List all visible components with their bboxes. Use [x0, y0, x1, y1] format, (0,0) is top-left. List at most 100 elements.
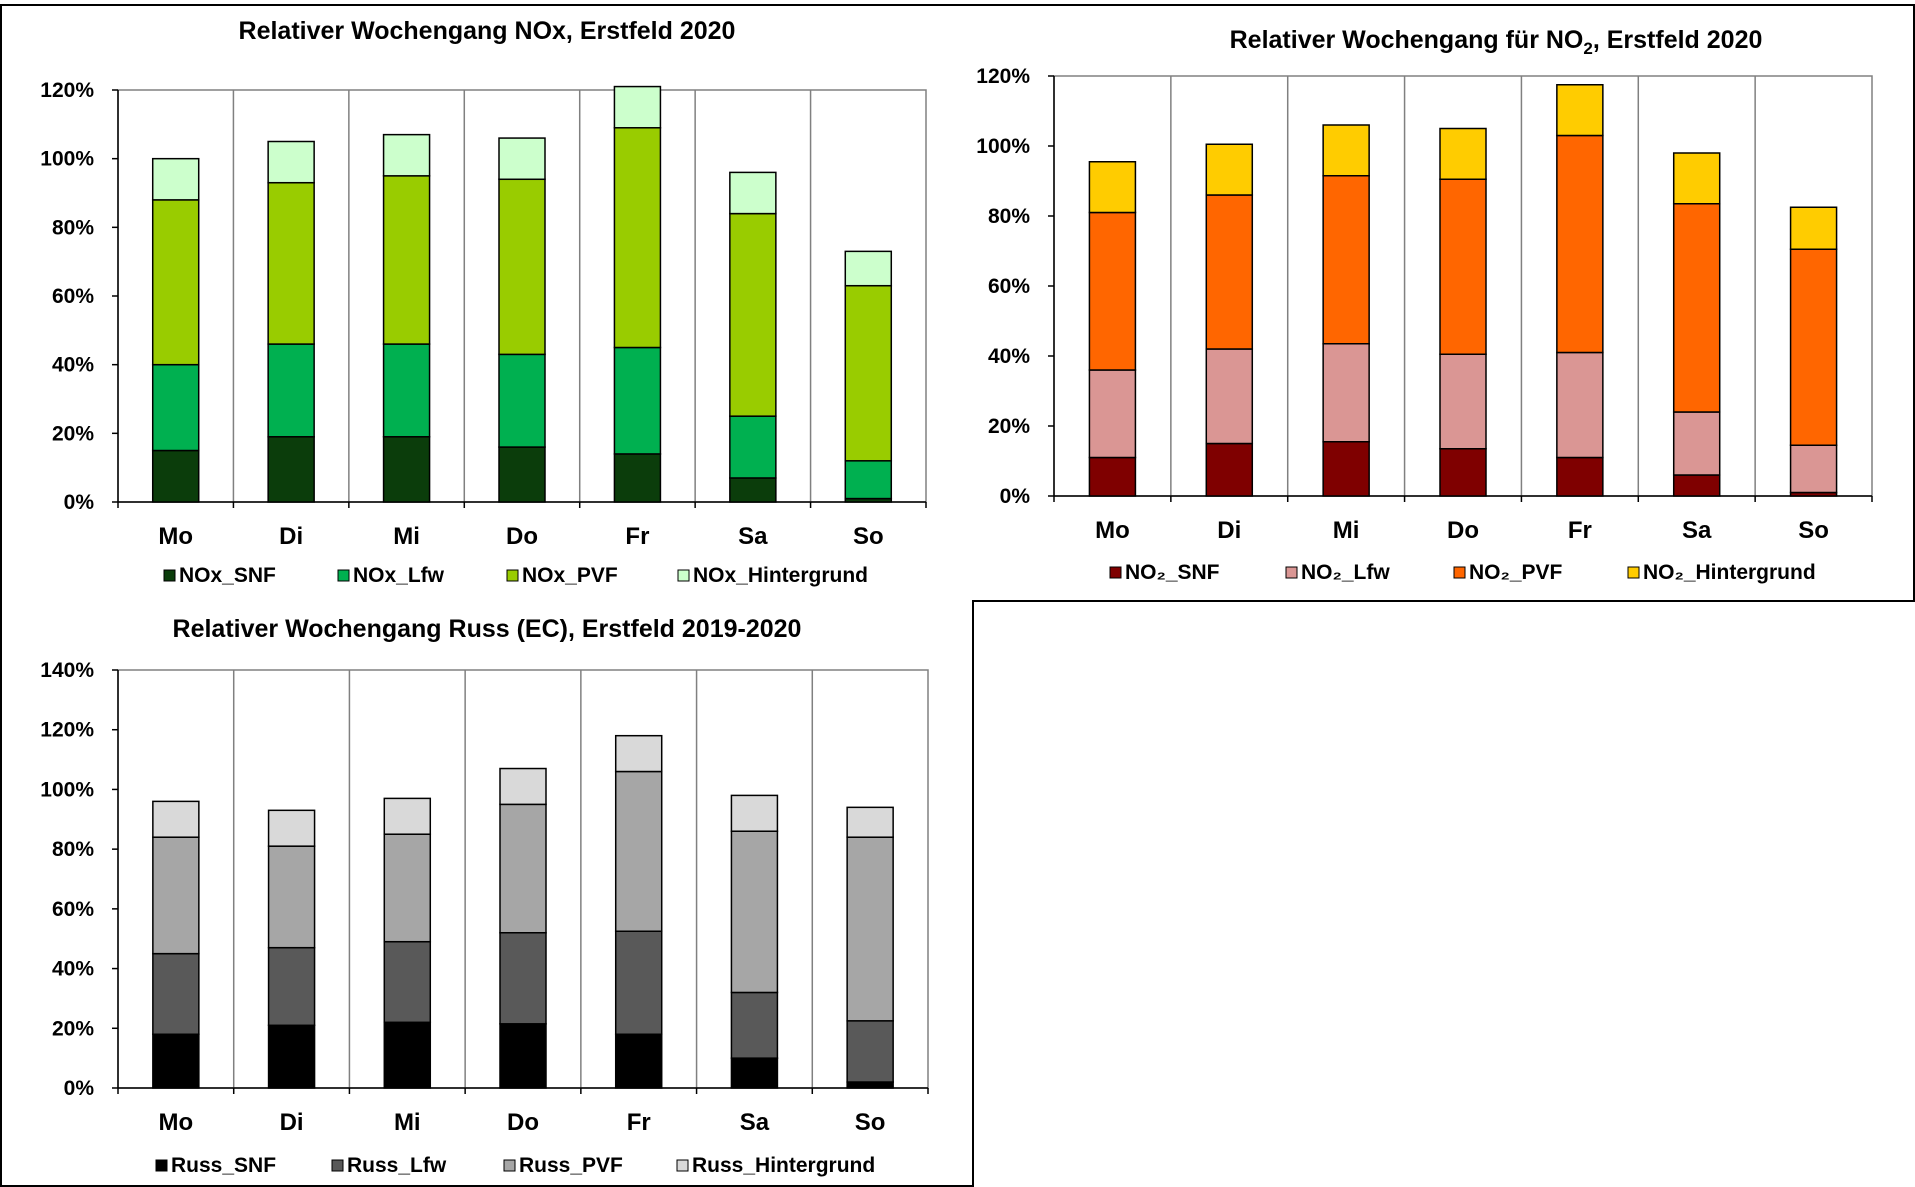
bar-segment [1439, 448, 1487, 497]
bar-segment [499, 1023, 547, 1089]
y-tick-label: 60% [52, 285, 94, 308]
bar-segment [844, 284, 893, 462]
bar-segment [844, 460, 893, 500]
bar-segment [1556, 351, 1604, 459]
legend-label: NOx_SNF [179, 564, 276, 587]
bar-segment [1789, 248, 1838, 446]
y-tick-label: 60% [52, 898, 94, 921]
bar-segment [499, 931, 547, 1025]
legend-label: NO₂_PVF [1469, 561, 1563, 584]
y-tick-label: 20% [988, 415, 1030, 438]
bar-segment [729, 477, 777, 503]
legend-swatch [676, 1159, 689, 1172]
bar-segment [267, 845, 316, 949]
bar-segment [1672, 203, 1721, 413]
y-tick-label: 40% [988, 345, 1030, 368]
legend-swatch [506, 569, 519, 582]
legend-swatch [677, 569, 690, 582]
bar-segment [1322, 124, 1370, 177]
x-category-label: Mo [159, 1109, 194, 1136]
x-category-label: Fr [625, 523, 649, 550]
legend-label: Russ_PVF [519, 1154, 623, 1177]
x-category-label: So [1798, 517, 1829, 544]
legend-swatch [503, 1159, 516, 1172]
y-tick-label: 100% [976, 135, 1030, 158]
bar-segment [613, 346, 662, 455]
bar-segment [1672, 411, 1721, 476]
y-tick-label: 80% [52, 838, 94, 861]
bar-segment [152, 952, 200, 1036]
bar-segment [1439, 178, 1487, 355]
bar-segment [382, 343, 431, 438]
legend-swatch [331, 1159, 344, 1172]
y-tick-label: 120% [976, 65, 1030, 88]
x-category-label: Di [1217, 517, 1241, 544]
legend-label: NO₂_SNF [1125, 561, 1220, 584]
y-tick-label: 0% [64, 491, 95, 514]
y-tick-label: 20% [52, 422, 94, 445]
bar-segment [1789, 444, 1838, 494]
legend-swatch [163, 569, 176, 582]
bar-segment [382, 175, 431, 345]
bar-segment [1556, 456, 1604, 497]
bar-segment [846, 1020, 894, 1083]
bar-segment [729, 415, 777, 479]
bar-segment [151, 199, 200, 366]
bar-segment [846, 836, 894, 1022]
legend-label: Russ_SNF [171, 1154, 276, 1177]
bar-segment [1556, 84, 1604, 137]
bar-segment [613, 127, 662, 349]
bar-segment [730, 794, 779, 832]
x-category-label: Mo [1095, 517, 1130, 544]
y-tick-label: 100% [40, 148, 94, 171]
no2-chart-panel: Relativer Wochengang für NO2, Erstfeld 2… [972, 4, 1915, 602]
no2-chart: Relativer Wochengang für NO2, Erstfeld 2… [976, 26, 1873, 584]
y-tick-label: 140% [40, 659, 94, 682]
x-category-label: Mi [393, 523, 420, 550]
bar-segment [498, 446, 546, 503]
y-tick-label: 20% [52, 1017, 94, 1040]
bar-segment [152, 800, 200, 838]
bar-segment [382, 133, 431, 177]
bar-segment [498, 137, 546, 181]
legend-label: NO₂_Hintergrund [1643, 561, 1816, 584]
bar-segment [614, 1033, 663, 1089]
bar-segment [267, 809, 316, 847]
y-tick-label: 80% [52, 216, 94, 239]
russ-chart-panel: Relativer Wochengang Russ (EC), Erstfeld… [0, 600, 974, 1187]
bar-segment [1322, 441, 1370, 497]
x-category-label: Sa [740, 1109, 770, 1136]
legend-swatch [1285, 566, 1298, 579]
bar-segment [152, 1033, 200, 1089]
legend-label: NOx_Hintergrund [693, 564, 868, 587]
bar-segment [152, 836, 200, 955]
bar-segment [1205, 442, 1254, 497]
y-tick-label: 60% [988, 275, 1030, 298]
bar-segment [1088, 211, 1137, 371]
bar-segment [267, 946, 316, 1027]
y-tick-label: 0% [64, 1077, 95, 1100]
x-category-label: Do [506, 523, 538, 550]
legend-swatch [1627, 566, 1640, 579]
bar-segment [846, 1081, 894, 1089]
bar-segment [1205, 194, 1254, 350]
title-main: Relativer Wochengang für NO [1230, 26, 1584, 54]
bar-segment [151, 157, 200, 201]
bar-segment [267, 1024, 316, 1089]
y-tick-label: 120% [40, 79, 94, 102]
nox-chart: Relativer Wochengang NOx, Erstfeld 2020 … [40, 17, 927, 587]
bar-segment [1672, 474, 1721, 497]
x-category-label: Mi [1333, 517, 1360, 544]
x-category-label: Mi [394, 1109, 421, 1136]
chart-title: Relativer Wochengang NOx, Erstfeld 2020 [239, 17, 736, 45]
bar-segment [730, 991, 779, 1059]
legend-label: NO₂_Lfw [1301, 561, 1390, 584]
bar-segment [729, 212, 777, 417]
bar-segment [846, 806, 894, 838]
bar-segment [1205, 143, 1254, 196]
bar-segment [267, 343, 315, 438]
bar-segment [1439, 127, 1487, 180]
bar-segment [613, 85, 662, 129]
bar-segment [1205, 348, 1254, 445]
x-category-label: Do [507, 1109, 539, 1136]
